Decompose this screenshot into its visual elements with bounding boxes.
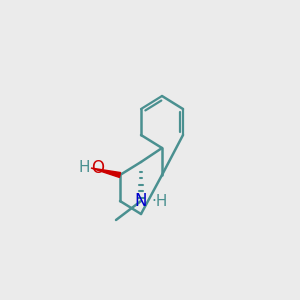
Text: O: O xyxy=(91,159,104,177)
Polygon shape xyxy=(91,168,121,177)
Text: ·H: ·H xyxy=(151,194,167,208)
Text: N: N xyxy=(135,192,147,210)
Text: H: H xyxy=(79,160,90,175)
